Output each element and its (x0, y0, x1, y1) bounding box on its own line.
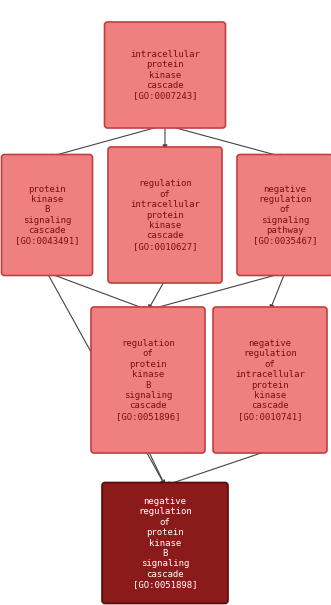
FancyBboxPatch shape (102, 483, 228, 604)
FancyBboxPatch shape (237, 154, 331, 275)
Text: negative
regulation
of
signaling
pathway
[GO:0035467]: negative regulation of signaling pathway… (253, 185, 317, 246)
Text: regulation
of
intracellular
protein
kinase
cascade
[GO:0010627]: regulation of intracellular protein kina… (130, 179, 200, 250)
FancyBboxPatch shape (91, 307, 205, 453)
Text: protein
kinase
B
signaling
cascade
[GO:0043491]: protein kinase B signaling cascade [GO:0… (15, 185, 79, 246)
Text: regulation
of
protein
kinase
B
signaling
cascade
[GO:0051896]: regulation of protein kinase B signaling… (116, 339, 180, 421)
FancyBboxPatch shape (108, 147, 222, 283)
FancyBboxPatch shape (2, 154, 92, 275)
FancyBboxPatch shape (213, 307, 327, 453)
Text: intracellular
protein
kinase
cascade
[GO:0007243]: intracellular protein kinase cascade [GO… (130, 50, 200, 100)
Text: negative
regulation
of
intracellular
protein
kinase
cascade
[GO:0010741]: negative regulation of intracellular pro… (235, 339, 305, 421)
FancyBboxPatch shape (105, 22, 225, 128)
Text: negative
regulation
of
protein
kinase
B
signaling
cascade
[GO:0051898]: negative regulation of protein kinase B … (133, 497, 197, 589)
